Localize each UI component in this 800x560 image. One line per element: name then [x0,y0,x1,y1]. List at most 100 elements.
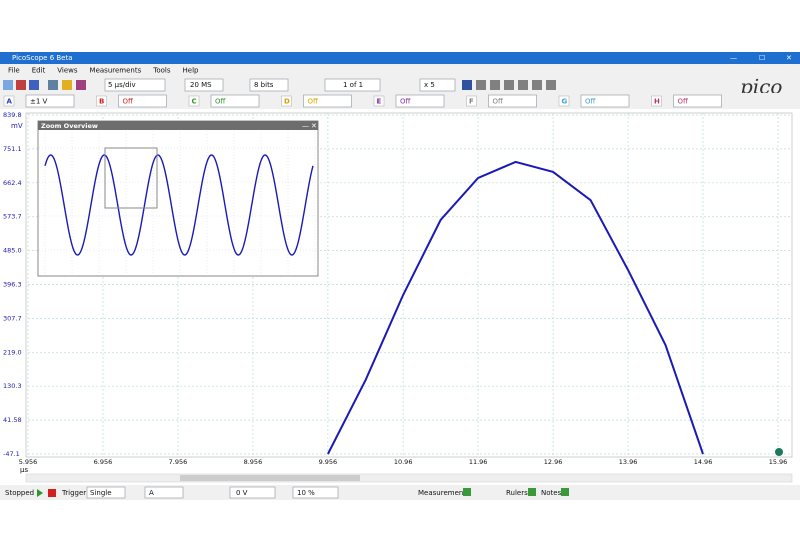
trigger-label: Trigger [61,489,86,497]
y-tick-label: -47.1 [3,450,20,458]
overview-min[interactable]: — [302,122,309,130]
channel-name: A [7,98,13,106]
notes: Notes [541,489,562,497]
x-tick-label: 10.96 [394,458,413,466]
channel-badge[interactable] [96,95,107,107]
y-unit: mV [11,122,23,130]
channel-range-box[interactable] [210,94,260,108]
pre-trigger: 10 % [297,489,315,497]
channel-range-box[interactable] [25,94,75,108]
overview-close[interactable]: ✕ [311,122,317,130]
y-tick-label: 219.0 [3,348,22,356]
y-tick-label: 307.7 [3,314,22,322]
scroll-thumb[interactable] [180,475,360,481]
run-button[interactable] [37,489,43,497]
menu-item[interactable]: Tools [152,67,171,75]
channel-badge[interactable] [466,95,477,107]
channel-badge[interactable] [188,95,200,107]
threshold-box[interactable] [229,486,276,499]
channel-name: E [377,98,382,106]
channel-range: Off [493,98,504,106]
y-tick-label: 839.8 [3,111,22,119]
close[interactable]: ✕ [786,54,792,62]
add-measurement[interactable] [463,488,471,496]
toolbar-icons[interactable] [3,80,556,90]
minimize[interactable]: — [730,54,737,62]
samples: 20 MS [190,81,212,89]
channel-range: Off [123,98,134,106]
run-state: Stopped [5,489,34,497]
channel-name: G [562,98,568,106]
menu-item[interactable]: Help [183,67,200,75]
channel-range: ±1 V [30,98,48,106]
trigger-source-box[interactable] [144,486,184,499]
waveform [327,160,704,455]
x-tick-label: 9.956 [319,458,338,466]
x-tick-label: 6.956 [94,458,113,466]
y-tick-label: 751.1 [3,145,22,153]
trigger-mode-box[interactable] [86,486,126,499]
rulers-button[interactable] [528,488,536,496]
channel-range-box[interactable] [488,94,537,108]
y-tick-label: 130.3 [3,382,22,390]
threshold: 0 V [236,489,248,497]
channel-range-box[interactable] [395,94,445,108]
y-tick-label: 573.7 [3,213,22,221]
x-tick-label: 11.96 [469,458,488,466]
samples-box[interactable] [184,78,224,92]
x-tick-label: 15.96 [769,458,788,466]
menu-item[interactable]: Edit [32,67,46,75]
trigger-mode: Single [90,489,112,497]
overview-selection[interactable] [104,147,158,209]
menu-bar [0,64,800,77]
x-tick-label: 13.96 [619,458,638,466]
resolution-box[interactable] [249,78,289,92]
channel-range-box[interactable] [118,94,167,108]
channel-badge[interactable] [651,95,662,107]
x-tick-label: 8.956 [244,458,263,466]
channel-range: Off [400,98,411,106]
stop-button[interactable] [48,489,56,497]
channel-badge[interactable] [558,95,570,107]
channel-name: D [284,98,290,106]
pre-trigger-box[interactable] [292,486,339,499]
x-tick-label: 7.956 [169,458,188,466]
y-tick-label: 662.4 [3,179,22,187]
channel-range-box[interactable] [673,94,722,108]
zoom-box[interactable] [419,78,456,92]
buffer: 1 of 1 [343,81,363,89]
channel-name: B [99,98,104,106]
overview-title-bar [38,121,318,130]
timebase: 5 µs/div [108,81,136,89]
buffer-box[interactable] [324,78,381,92]
trigger-marker[interactable] [775,448,783,456]
channel-name: C [192,98,197,106]
menu-item[interactable]: File [8,67,20,75]
overview-waveform [44,154,314,256]
x-tick-label: 14.96 [694,458,713,466]
channel-range-box[interactable] [580,94,630,108]
channel-badge[interactable] [3,95,15,107]
channel-badge[interactable] [281,95,292,107]
maximize[interactable]: ☐ [759,54,765,62]
x-unit: µs [20,466,28,474]
channel-range: Off [308,98,319,106]
resolution: 8 bits [254,81,274,89]
notes-button[interactable] [561,488,569,496]
status-bar [0,485,800,500]
channel-range: Off [585,98,596,106]
timebase-box[interactable] [104,78,166,92]
channel-name: F [469,98,474,106]
channel-range-box[interactable] [303,94,352,108]
channel-badge[interactable] [373,95,385,107]
scrollbar[interactable] [25,473,793,483]
overview-title: Zoom Overview [41,122,98,130]
window-title: PicoScope 6 Beta [12,54,73,62]
channel-range: Off [678,98,689,106]
menu-item[interactable]: Measurements [90,67,142,75]
channel-range: Off [215,98,226,106]
menu-item[interactable]: Views [57,67,78,75]
x-tick-label: 5.956 [19,458,38,466]
rulers: Rulers [506,489,528,497]
